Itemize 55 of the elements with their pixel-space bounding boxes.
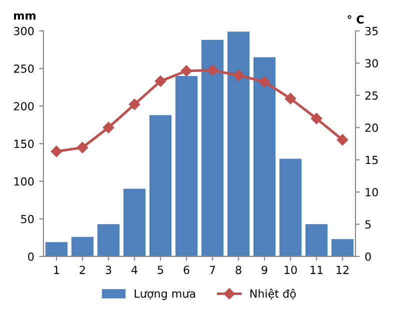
bar <box>279 158 302 256</box>
point <box>128 98 140 110</box>
y2-axis-title: ° C <box>348 15 364 24</box>
y-tick-label: 250 <box>14 64 34 73</box>
bar <box>97 224 120 256</box>
point <box>154 76 166 87</box>
bar <box>71 236 94 256</box>
point <box>180 65 192 76</box>
point <box>258 76 270 88</box>
x-tick-label: 3 <box>106 266 112 274</box>
bar <box>305 224 328 256</box>
bar <box>227 32 250 256</box>
y-tick-label: 0 <box>28 252 34 261</box>
y2-tick-label: 30 <box>365 59 378 68</box>
point <box>284 92 296 104</box>
y2-tick-label: 10 <box>366 188 378 196</box>
point <box>102 122 114 134</box>
point <box>50 146 62 158</box>
y-tick-label: 150 <box>14 140 34 148</box>
x-tick-label: 10 <box>284 266 297 274</box>
x-tick-label: 11 <box>310 266 323 274</box>
x-tick-label: 9 <box>262 266 268 274</box>
point <box>336 134 348 146</box>
y-tick-label: 100 <box>14 177 34 186</box>
y2-tick-label: 5 <box>365 220 371 229</box>
bar <box>201 40 224 256</box>
point <box>76 142 88 154</box>
y2-tick-label: 0 <box>365 252 371 261</box>
point <box>310 112 322 124</box>
bar <box>149 115 172 256</box>
y2-tick-label: 35 <box>365 26 378 36</box>
x-tick-label: 5 <box>158 266 164 274</box>
x-tick-label: 4 <box>131 266 138 274</box>
x-tick-label: 12 <box>336 266 348 274</box>
y2-tick-label: 25 <box>365 91 378 100</box>
legend-label: Nhiệt độ <box>250 288 296 300</box>
y-tick-label: 50 <box>21 214 34 224</box>
point <box>206 64 218 76</box>
y-axis-title: mm <box>14 13 36 20</box>
point <box>232 70 244 81</box>
bar <box>331 239 354 256</box>
legend-label: Lượng mưa <box>134 290 196 300</box>
y2-tick-label: 15 <box>366 156 378 164</box>
x-tick-label: 8 <box>236 266 242 274</box>
bar <box>45 242 68 256</box>
bar <box>175 76 198 256</box>
x-tick-label: 6 <box>184 266 190 274</box>
y-tick-label: 300 <box>14 26 34 36</box>
x-tick-label: 1 <box>54 266 59 274</box>
x-tick-label: 2 <box>80 266 85 274</box>
y-tick-label: 200 <box>14 102 34 110</box>
bar <box>253 57 276 256</box>
y2-tick-label: 20 <box>365 124 378 132</box>
bar <box>123 188 146 256</box>
x-tick-label: 7 <box>210 266 216 274</box>
